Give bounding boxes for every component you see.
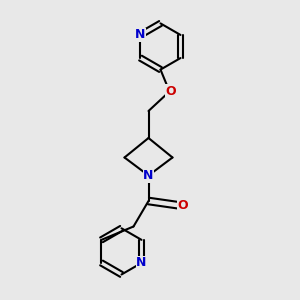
Text: N: N: [135, 28, 146, 41]
Text: O: O: [178, 199, 188, 212]
Text: O: O: [166, 85, 176, 98]
Text: N: N: [143, 169, 154, 182]
Text: N: N: [136, 256, 147, 269]
